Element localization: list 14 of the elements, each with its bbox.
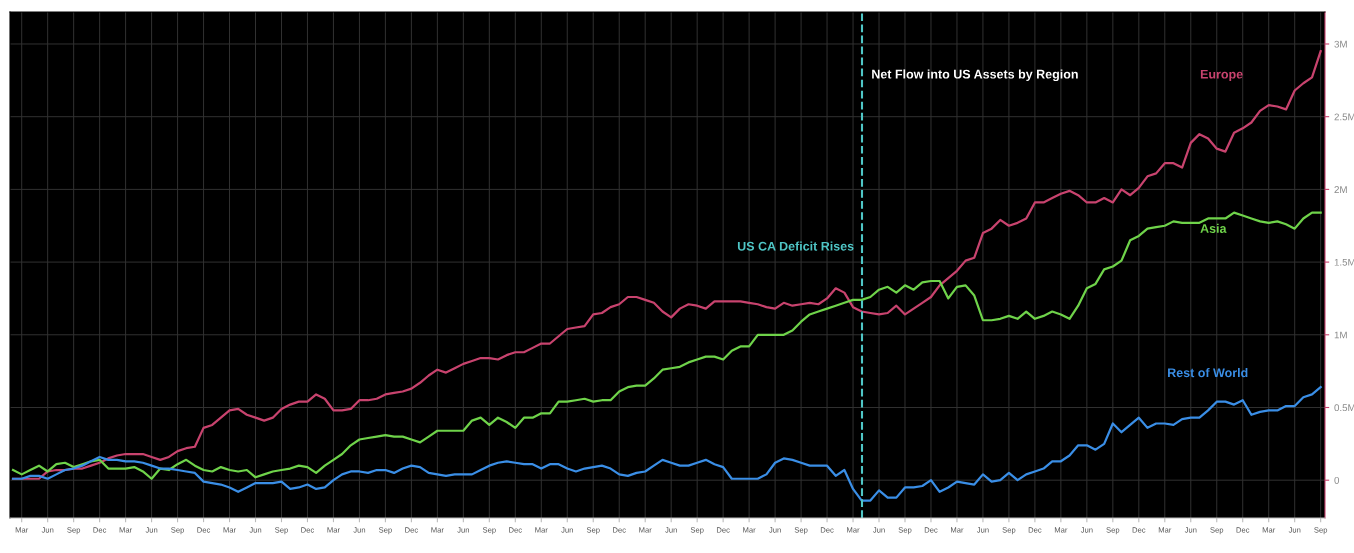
y-tick-label: 3M (1334, 40, 1347, 48)
text: Net Flow into US Assets by Region (872, 69, 1078, 82)
text: Europe (1200, 69, 1243, 82)
y-tick-label: 1M (1334, 331, 1347, 339)
y-tick-label: 0.5M (1334, 404, 1354, 412)
series-label: Rest of World (1168, 367, 1248, 378)
y-tick-label: 0 (1334, 476, 1340, 484)
y-tick-label: 2.5M (1334, 113, 1354, 121)
y-tick-label: 2M (1334, 186, 1347, 193)
series-label: Asia (1200, 223, 1227, 233)
line-series (11, 211, 1322, 480)
y-tick-label: 1.5M (1334, 258, 1354, 266)
line-series (11, 386, 1322, 502)
annotation: US CA Deficit Rises (737, 241, 854, 251)
